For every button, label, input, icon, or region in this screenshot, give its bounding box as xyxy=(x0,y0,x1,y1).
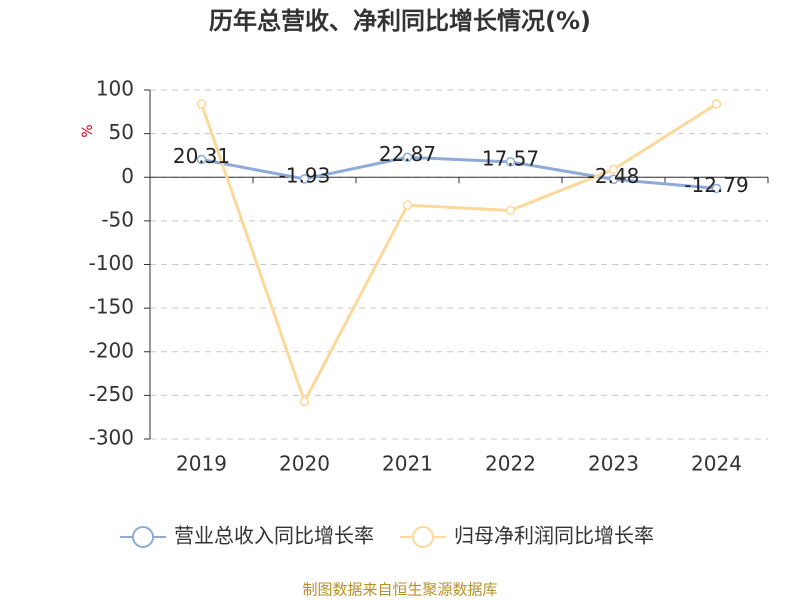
data-point xyxy=(505,157,516,167)
legend-label: 归母净利润同比增长率 xyxy=(454,524,654,548)
data-label: 22.87 xyxy=(379,142,436,166)
data-point xyxy=(608,164,619,175)
series-line xyxy=(201,155,717,190)
x-tick-label: 2019 xyxy=(176,452,227,476)
data-label: 20.31 xyxy=(173,144,230,168)
chart-title: 历年总营收、净利同比增长情况(%) xyxy=(209,7,591,35)
y-tick-label: -200 xyxy=(89,338,134,362)
data-label: 17.57 xyxy=(482,146,539,170)
data-point xyxy=(402,200,413,210)
data-point xyxy=(299,396,310,407)
x-tick-label: 2023 xyxy=(588,452,639,476)
data-point xyxy=(196,154,207,165)
data-point xyxy=(711,99,722,109)
source-note: 制图数据来自恒生聚源数据库 xyxy=(302,581,497,599)
series-line xyxy=(200,102,718,406)
data-point xyxy=(196,99,207,109)
y-tick-label: 100 xyxy=(96,77,134,101)
legend-marker xyxy=(132,526,154,548)
x-tick-label: 2024 xyxy=(691,452,742,476)
data-point xyxy=(608,174,619,185)
y-tick-label: -100 xyxy=(89,251,134,275)
data-point xyxy=(711,183,722,194)
data-point xyxy=(505,205,516,216)
y-tick-label: 50 xyxy=(109,120,134,144)
data-point xyxy=(402,152,413,163)
x-tick-label: 2020 xyxy=(279,452,330,476)
data-label: -1.93 xyxy=(279,163,331,187)
x-tick-label: 2022 xyxy=(485,452,536,476)
legend-marker xyxy=(412,526,434,548)
y-axis-label: % xyxy=(80,124,96,137)
data-label: -12.79 xyxy=(684,173,748,197)
y-tick-label: -150 xyxy=(89,295,134,319)
legend-label: 营业总收入同比增长率 xyxy=(174,524,374,548)
y-tick-label: -250 xyxy=(89,382,134,406)
y-tick-label: -300 xyxy=(89,426,134,450)
data-point xyxy=(299,174,310,184)
y-tick-label: 0 xyxy=(121,164,134,188)
y-tick-label: -50 xyxy=(101,207,134,231)
x-tick-label: 2021 xyxy=(382,452,433,476)
